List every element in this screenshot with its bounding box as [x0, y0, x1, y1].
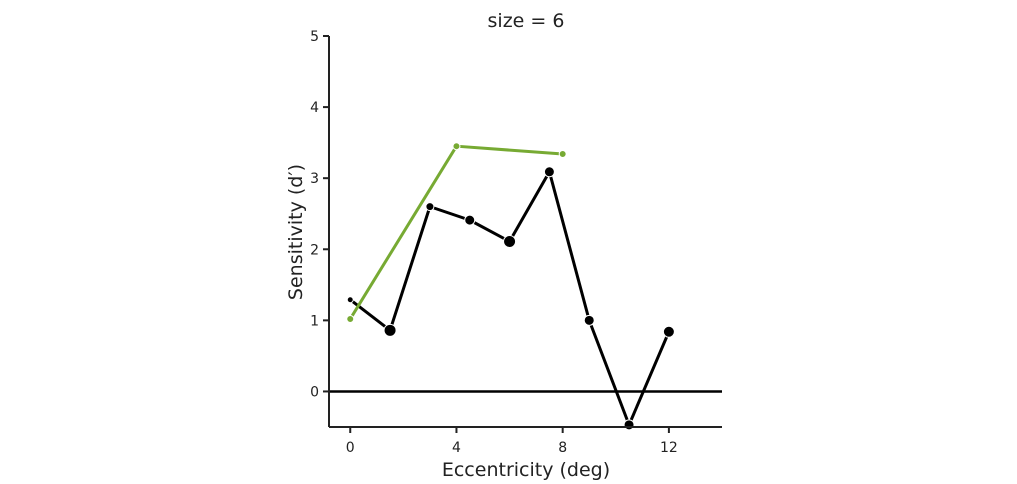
y-tick-label: 4	[310, 100, 319, 116]
series-2-point	[452, 142, 461, 151]
y-tick-label: 1	[310, 313, 319, 329]
y-tick-label: 5	[310, 29, 319, 45]
series-1-point	[583, 314, 595, 326]
series-1-point	[383, 323, 397, 337]
series-group	[346, 142, 675, 431]
y-tick-label: 2	[310, 242, 319, 258]
series-2-point	[558, 150, 567, 159]
x-tick-label: 0	[346, 440, 355, 456]
series-2-point	[346, 314, 355, 323]
y-axis-ticks: 0 1 2 3 4 5	[310, 29, 329, 400]
series-1-point	[464, 214, 476, 226]
x-axis-label: Eccentricity (deg)	[442, 459, 610, 481]
series-1-point	[662, 325, 675, 338]
series-1-point	[543, 166, 555, 178]
y-tick-label: 0	[310, 384, 319, 400]
series-1-point	[623, 419, 635, 431]
series-1-point	[503, 234, 517, 248]
x-tick-label: 12	[660, 440, 678, 456]
x-tick-label: 4	[452, 440, 461, 456]
y-axis-label: Sensitivity (d′)	[285, 164, 307, 300]
series-1-point	[346, 296, 354, 304]
series-1-point	[425, 202, 435, 212]
series-1-line	[349, 170, 671, 427]
x-axis-ticks: 0 4 8 12	[346, 427, 678, 456]
y-tick-label: 3	[310, 171, 319, 187]
series-2-line	[348, 144, 563, 320]
x-tick-label: 8	[558, 440, 567, 456]
chart-title: size = 6	[488, 10, 565, 32]
